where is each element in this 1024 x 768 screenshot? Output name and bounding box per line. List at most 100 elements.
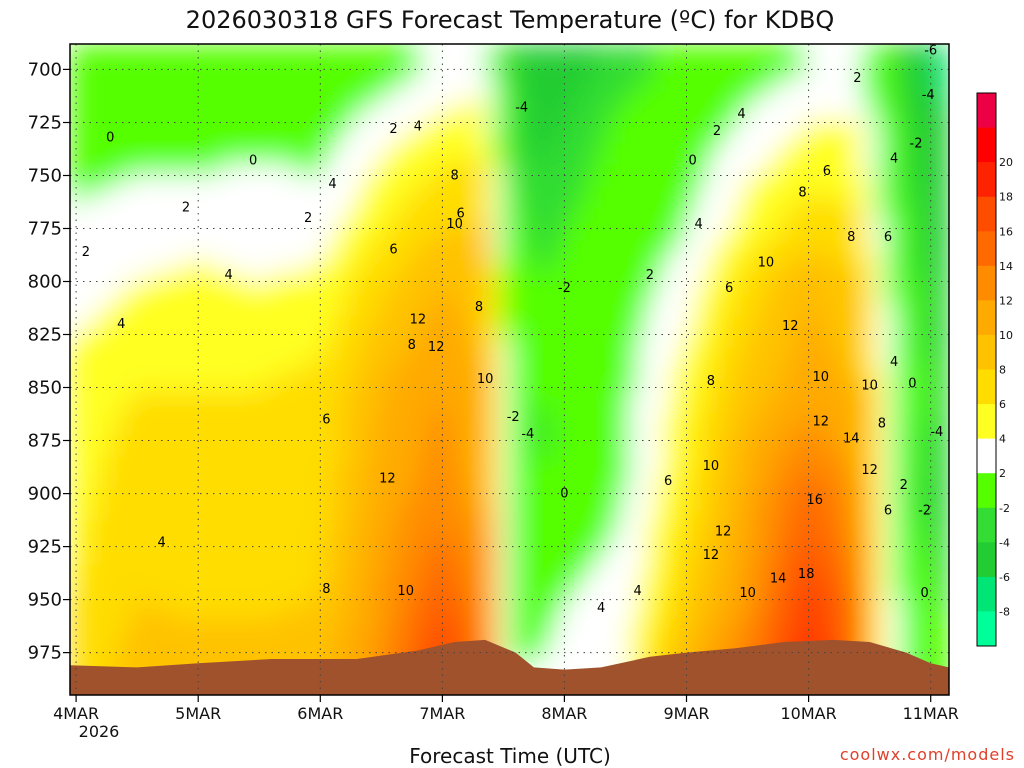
field-cell: [357, 271, 367, 284]
field-cell: [541, 98, 551, 111]
field-cell: [597, 87, 607, 100]
field-cell: [525, 651, 535, 664]
field-cell: [621, 174, 631, 186]
field-cell: [149, 521, 159, 534]
field-cell: [421, 326, 431, 338]
field-cell: [245, 434, 255, 447]
field-cell: [693, 195, 703, 208]
field-cell: [693, 152, 703, 165]
field-cell: [605, 412, 615, 425]
field-cell: [181, 478, 191, 490]
field-cell: [381, 629, 391, 642]
field-cell: [189, 87, 199, 100]
field-cell: [485, 347, 495, 360]
field-cell: [453, 510, 463, 523]
field-cell: [269, 597, 279, 610]
field-cell: [661, 488, 671, 501]
field-cell: [261, 423, 271, 436]
field-cell: [333, 488, 343, 501]
field-cell: [525, 261, 535, 273]
field-cell: [78, 120, 87, 132]
field-cell: [677, 347, 687, 360]
field-cell: [261, 467, 271, 479]
field-cell: [429, 521, 439, 534]
field-cell: [70, 402, 79, 414]
field-cell: [165, 510, 175, 523]
field-cell: [397, 174, 407, 186]
field-cell: [445, 65, 455, 78]
field-cell: [653, 195, 663, 208]
field-cell: [493, 120, 503, 132]
field-cell: [261, 629, 271, 642]
field-cell: [557, 195, 567, 208]
field-cell: [125, 499, 135, 512]
field-cell: [269, 586, 279, 599]
field-cell: [405, 499, 415, 512]
field-cell: [373, 456, 383, 469]
field-cell: [349, 250, 359, 262]
field-cell: [229, 358, 239, 371]
field-cell: [525, 412, 535, 425]
field-cell: [669, 87, 679, 100]
field-cell: [437, 586, 447, 599]
field-cell: [501, 282, 511, 295]
field-cell: [717, 521, 727, 534]
field-cell: [117, 228, 127, 241]
field-cell: [509, 456, 519, 469]
field-cell: [261, 412, 271, 425]
field-cell: [405, 228, 415, 241]
field-cell: [669, 597, 679, 610]
field-cell: [70, 608, 79, 620]
field-cell: [94, 575, 103, 588]
field-cell: [605, 640, 615, 653]
field-cell: [94, 185, 103, 197]
field-cell: [253, 250, 263, 262]
field-cell: [365, 575, 375, 588]
field-cell: [373, 163, 383, 176]
field-cell: [301, 282, 311, 295]
field-cell: [413, 543, 423, 555]
field-cell: [309, 347, 319, 360]
field-cell: [317, 87, 327, 100]
field-cell: [653, 445, 663, 458]
field-cell: [117, 304, 127, 317]
field-cell: [469, 543, 479, 555]
field-cell: [669, 152, 679, 165]
field-cell: [733, 206, 743, 219]
field-cell: [509, 423, 519, 436]
field-cell: [437, 141, 447, 154]
field-cell: [525, 456, 535, 469]
field-cell: [509, 434, 519, 447]
field-cell: [70, 629, 79, 642]
field-cell: [725, 76, 735, 89]
field-cell: [709, 554, 719, 566]
field-cell: [477, 467, 487, 479]
field-cell: [86, 141, 95, 154]
field-cell: [453, 445, 463, 458]
field-cell: [341, 597, 351, 610]
field-cell: [701, 619, 711, 631]
field-cell: [421, 456, 431, 469]
field-cell: [78, 109, 87, 121]
field-cell: [621, 217, 631, 230]
field-cell: [605, 608, 615, 620]
field-cell: [141, 412, 151, 425]
field-cell: [269, 293, 279, 306]
field-cell: [405, 575, 415, 588]
field-cell: [277, 651, 287, 664]
field-cell: [301, 163, 311, 176]
field-cell: [525, 76, 535, 89]
field-cell: [213, 510, 223, 523]
field-cell: [613, 174, 623, 186]
field-cell: [637, 629, 647, 642]
field-cell: [533, 369, 543, 382]
field-cell: [213, 217, 223, 230]
field-cell: [485, 206, 495, 219]
field-cell: [629, 163, 639, 176]
field-cell: [102, 293, 111, 306]
field-cell: [613, 130, 623, 143]
field-cell: [701, 315, 711, 328]
field-cell: [669, 369, 679, 382]
field-cell: [149, 467, 159, 479]
field-cell: [157, 65, 167, 78]
